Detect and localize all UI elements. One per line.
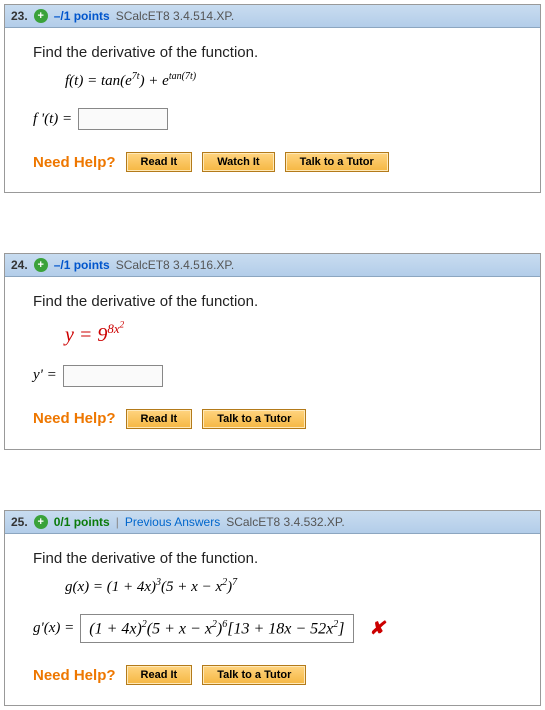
incorrect-icon: ✘	[370, 618, 385, 639]
question-number: 25.	[11, 515, 28, 529]
expand-icon[interactable]: +	[34, 258, 48, 272]
answer-lhs: y' =	[33, 367, 57, 384]
question-header: 25. + 0/1 points | Previous Answers SCal…	[5, 511, 540, 534]
answer-input[interactable]	[63, 365, 163, 387]
points-label: –/1 points	[54, 258, 110, 272]
question-header: 23. + –/1 points SCalcET8 3.4.514.XP.	[5, 5, 540, 28]
prompt-text: Find the derivative of the function.	[33, 293, 520, 310]
function-definition: y = 98x2	[65, 320, 520, 347]
source-label: SCalcET8 3.4.516.XP.	[116, 258, 235, 272]
read-it-button[interactable]: Read It	[126, 152, 193, 172]
talk-to-tutor-button[interactable]: Talk to a Tutor	[285, 152, 389, 172]
function-definition: f(t) = tan(e7t) + etan(7t)	[65, 71, 520, 90]
source-label: SCalcET8 3.4.514.XP.	[116, 9, 235, 23]
question-body: Find the derivative of the function. y =…	[5, 277, 540, 449]
need-help-label: Need Help?	[33, 410, 116, 427]
need-help-label: Need Help?	[33, 667, 116, 684]
help-row: Need Help? Read It Watch It Talk to a Tu…	[33, 152, 520, 172]
question-header: 24. + –/1 points SCalcET8 3.4.516.XP.	[5, 254, 540, 277]
answer-lhs: f '(t) =	[33, 111, 72, 128]
question-23: 23. + –/1 points SCalcET8 3.4.514.XP. Fi…	[4, 4, 541, 193]
separator: |	[116, 515, 119, 529]
need-help-label: Need Help?	[33, 154, 116, 171]
answer-input[interactable]	[78, 108, 168, 130]
question-24: 24. + –/1 points SCalcET8 3.4.516.XP. Fi…	[4, 253, 541, 450]
function-definition: g(x) = (1 + 4x)3(5 + x − x2)7	[65, 577, 520, 596]
question-body: Find the derivative of the function. g(x…	[5, 534, 540, 705]
expand-icon[interactable]: +	[34, 9, 48, 23]
answer-row: y' =	[33, 365, 520, 387]
read-it-button[interactable]: Read It	[126, 665, 193, 685]
read-it-button[interactable]: Read It	[126, 409, 193, 429]
prompt-text: Find the derivative of the function.	[33, 550, 520, 567]
points-label: 0/1 points	[54, 515, 110, 529]
talk-to-tutor-button[interactable]: Talk to a Tutor	[202, 409, 306, 429]
help-row: Need Help? Read It Talk to a Tutor	[33, 409, 520, 429]
talk-to-tutor-button[interactable]: Talk to a Tutor	[202, 665, 306, 685]
question-body: Find the derivative of the function. f(t…	[5, 28, 540, 192]
question-25: 25. + 0/1 points | Previous Answers SCal…	[4, 510, 541, 706]
answer-row: g'(x) = (1 + 4x)2(5 + x − x2)6[13 + 18x …	[33, 614, 520, 643]
question-number: 23.	[11, 9, 28, 23]
question-number: 24.	[11, 258, 28, 272]
help-row: Need Help? Read It Talk to a Tutor	[33, 665, 520, 685]
prompt-text: Find the derivative of the function.	[33, 44, 520, 61]
points-label: –/1 points	[54, 9, 110, 23]
source-label: SCalcET8 3.4.532.XP.	[226, 515, 345, 529]
watch-it-button[interactable]: Watch It	[202, 152, 274, 172]
expand-icon[interactable]: +	[34, 515, 48, 529]
previous-answers-link[interactable]: Previous Answers	[125, 515, 220, 529]
answer-row: f '(t) =	[33, 108, 520, 130]
submitted-answer[interactable]: (1 + 4x)2(5 + x − x2)6[13 + 18x − 52x2]	[80, 614, 353, 643]
